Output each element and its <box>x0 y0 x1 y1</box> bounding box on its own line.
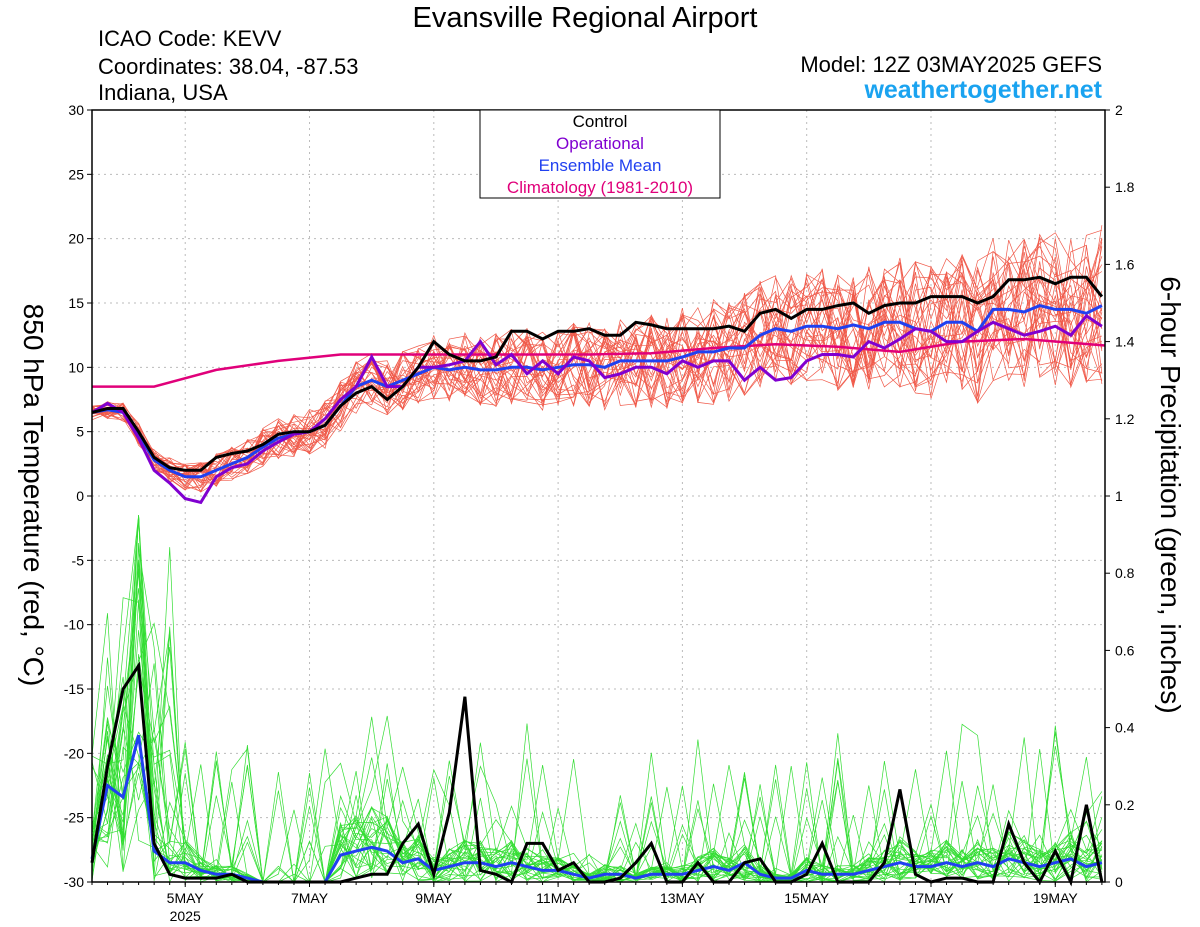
region-label: Indiana, USA <box>98 80 228 105</box>
y-left-tick-label: 10 <box>68 359 84 375</box>
y-right-tick-label: 1.6 <box>1115 256 1135 272</box>
precipitation-member-line <box>91 547 1103 883</box>
temperature-member-line <box>91 267 1103 487</box>
x-tick-label: 15MAY <box>784 890 830 906</box>
y-right-tick-label: 0.8 <box>1115 565 1135 581</box>
y-left-tick-label: 25 <box>68 166 84 182</box>
coordinates: Coordinates: 38.04, -87.53 <box>98 54 359 79</box>
site-link[interactable]: weathertogether.net <box>864 76 1102 104</box>
y-left-tick-label: 20 <box>68 231 84 247</box>
legend-entry: Control <box>573 112 628 131</box>
x-tick-label: 11MAY <box>536 890 580 906</box>
x-tick-label: 9MAY <box>415 890 453 906</box>
precipitation-member-line <box>91 547 1102 883</box>
precipitation-member-line <box>91 597 1103 883</box>
y-left-tick-label: 0 <box>76 488 84 504</box>
temperature-member-line <box>91 261 1103 481</box>
control-temperature-line <box>91 275 1104 472</box>
y-right-tick-label: 1 <box>1115 488 1123 504</box>
y-left-tick-label: -15 <box>64 681 84 697</box>
y-left-tick-label: 5 <box>76 424 84 440</box>
precipitation-member-line <box>91 622 1102 883</box>
y-left-tick-label: -25 <box>64 810 84 826</box>
x-tick-label: 7MAY <box>291 890 329 906</box>
icao-code: ICAO Code: KEVV <box>98 26 282 51</box>
y-right-tick-label: 0.2 <box>1115 797 1135 813</box>
legend-entry: Ensemble Mean <box>539 156 662 175</box>
temperature-member-line <box>91 225 1103 479</box>
precipitation-member-line <box>91 717 1102 883</box>
ensemble-mean-temperature-line <box>91 304 1103 479</box>
precipitation-member-line <box>91 703 1103 883</box>
climatology-line <box>92 337 1106 388</box>
y-right-tick-label: 1.4 <box>1115 334 1135 350</box>
precipitation-member-line <box>91 542 1103 883</box>
operational-temperature-line <box>91 313 1103 505</box>
y-right-tick-label: 1.2 <box>1115 411 1135 427</box>
x-tick-label: 13MAY <box>660 890 706 906</box>
y-right-tick-label: 0 <box>1115 874 1123 890</box>
y-left-tick-label: -5 <box>72 552 85 568</box>
y-right-tick-label: 2 <box>1115 102 1123 118</box>
precipitation-member-line <box>91 724 1103 883</box>
gridlines <box>92 110 1105 882</box>
chart-title: Evansville Regional Airport <box>412 2 758 34</box>
temperature-member-line <box>91 233 1103 478</box>
legend: Control Operational Ensemble Mean Climatolo… <box>479 109 721 199</box>
x-tick-label: 5MAY <box>167 890 205 906</box>
axis-ticks: 302520151050-5-10-15-20-25-3021.81.61.41… <box>64 102 1135 924</box>
legend-entry: Climatology (1981-2010) <box>507 178 693 197</box>
x-tick-label: 19MAY <box>1033 890 1079 906</box>
legend-box <box>479 109 721 199</box>
precipitation-member-line <box>91 613 1102 883</box>
y-left-tick-label: -30 <box>64 874 84 890</box>
temperature-member-line <box>91 284 1103 492</box>
legend-entry: Operational <box>556 134 644 153</box>
temperature-member-line <box>91 232 1103 472</box>
precipitation-member-line <box>91 599 1103 883</box>
y-right-tick-label: 0.4 <box>1115 720 1135 736</box>
y-left-tick-label: -10 <box>64 617 84 633</box>
x-tick-sublabel: 2025 <box>170 908 201 924</box>
y-left-tick-label: 30 <box>68 102 84 118</box>
y-left-tick-label: -20 <box>64 745 84 761</box>
y-left-tick-label: 15 <box>68 295 84 311</box>
y-right-tick-label: 0.6 <box>1115 642 1135 658</box>
model-label: Model: 12Z 03MAY2025 GEFS <box>800 52 1102 77</box>
temperature-member-line <box>91 256 1103 489</box>
y-right-tick-label: 1.8 <box>1115 179 1135 195</box>
x-tick-label: 17MAY <box>909 890 955 906</box>
